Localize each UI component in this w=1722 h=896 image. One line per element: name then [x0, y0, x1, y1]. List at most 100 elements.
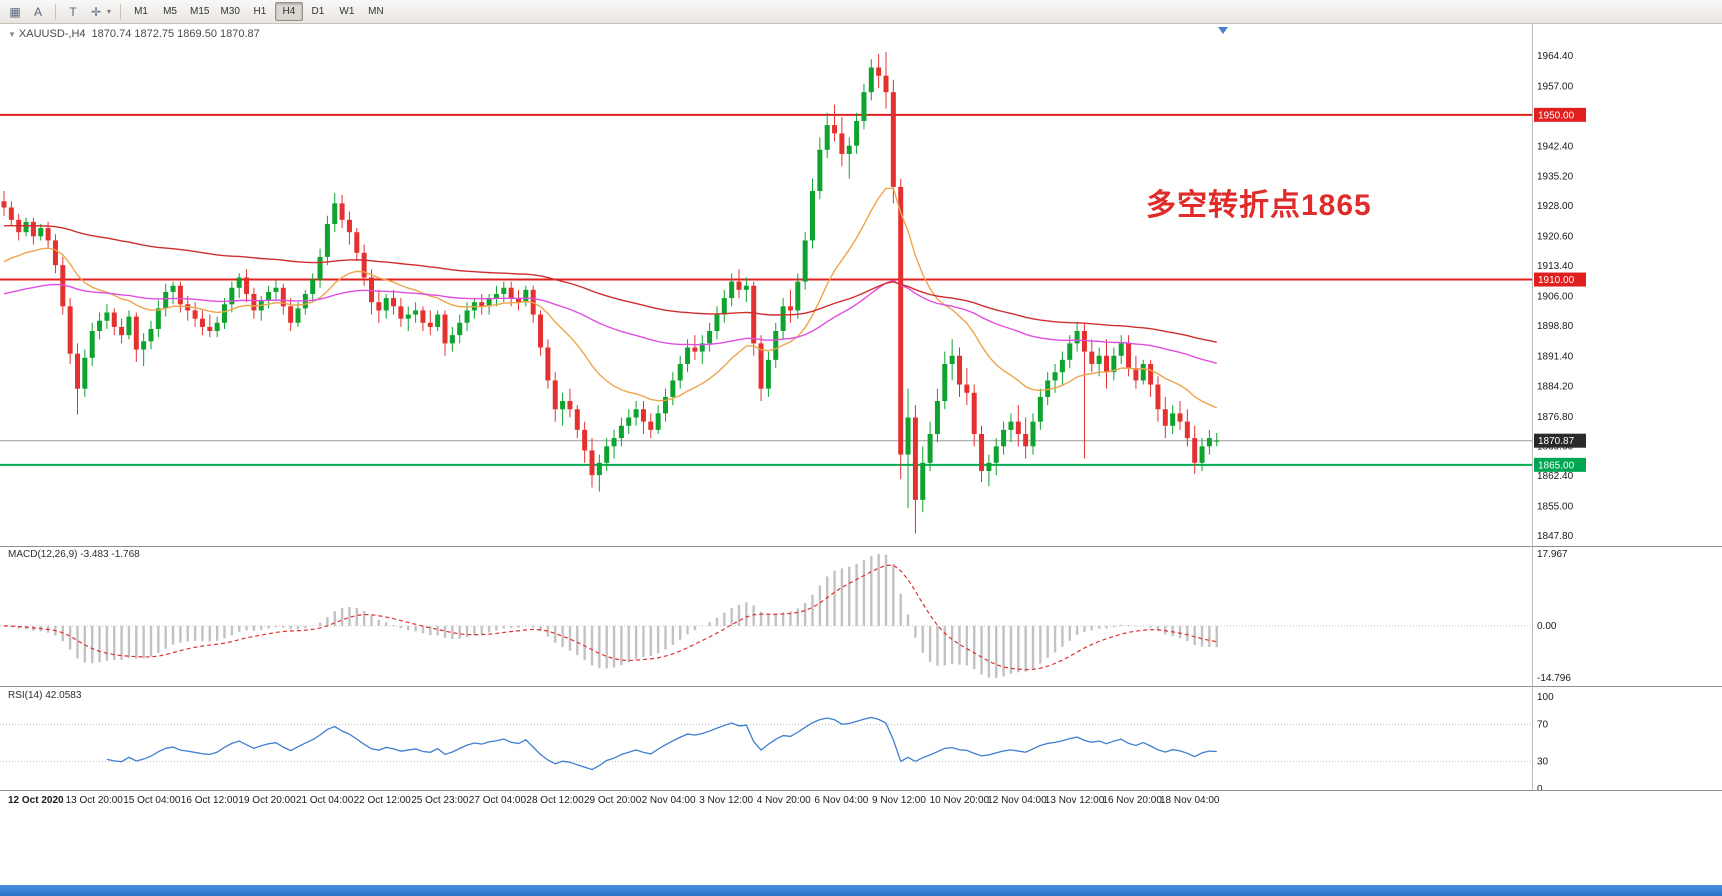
- candle-body: [890, 92, 896, 187]
- candle-body: [1052, 372, 1058, 381]
- rsi-panel[interactable]: 100 70 30 0: [0, 686, 1722, 790]
- crosshair-tool-icon[interactable]: ✛: [90, 4, 102, 19]
- rsi-axis-label: 100: [1537, 692, 1554, 703]
- candle-body: [523, 289, 529, 303]
- candle-body: [214, 322, 220, 332]
- candle-body: [1089, 351, 1095, 364]
- text-tool-icon[interactable]: T: [69, 4, 77, 19]
- candle-body: [1111, 355, 1117, 373]
- candle-body: [97, 320, 103, 332]
- candle-body: [868, 67, 874, 93]
- symbol-period-label: XAUUSD-,H4: [18, 28, 86, 40]
- time-label: 12 Oct 2020: [8, 795, 64, 806]
- candle-body: [317, 256, 323, 280]
- candle-body: [934, 401, 940, 434]
- candle-body: [1206, 438, 1212, 447]
- timeframe-MN[interactable]: MN: [368, 6, 384, 17]
- candle-body: [295, 308, 301, 323]
- candle-body: [765, 359, 771, 389]
- macd-signal-line: [3, 564, 1217, 671]
- candle-body: [1001, 429, 1007, 447]
- candle-body: [538, 314, 544, 348]
- time-axis: 12 Oct 2020 13 Oct 20:00 15 Oct 04:00 16 Oc…: [0, 790, 1722, 813]
- candle-body: [442, 314, 448, 344]
- candle-body: [104, 312, 110, 321]
- timeframe-M5[interactable]: M5: [163, 6, 177, 17]
- timeframe-H1[interactable]: H1: [253, 6, 267, 17]
- candle-body: [449, 335, 455, 344]
- candle-body: [251, 293, 257, 311]
- time-label: 27 Oct 04:00: [468, 795, 527, 806]
- candle-body: [957, 355, 962, 385]
- candle-body: [405, 314, 411, 319]
- collapse-triangle-icon[interactable]: ▼: [8, 30, 16, 39]
- candle-body: [832, 125, 838, 134]
- candle-body: [398, 306, 404, 319]
- candle-body: [361, 252, 367, 278]
- candle-body: [89, 331, 95, 358]
- candle-body: [8, 207, 14, 220]
- time-label: 10 Nov 20:00: [929, 795, 990, 806]
- candle-body: [324, 223, 330, 257]
- cursor-tool-icon[interactable]: A: [33, 4, 42, 19]
- candle-body: [545, 347, 551, 381]
- candle-body: [802, 240, 808, 282]
- ma-slow-red: [3, 224, 1217, 343]
- candle-body: [38, 228, 44, 237]
- candle-body: [1008, 421, 1014, 430]
- candle-body: [846, 145, 852, 154]
- candle-body: [119, 326, 125, 336]
- price-tick: 1862.40: [1537, 471, 1574, 482]
- time-label: 19 Oct 20:00: [238, 795, 296, 806]
- time-label: 6 Nov 04:00: [814, 795, 869, 806]
- candle-body: [942, 363, 948, 402]
- timeframe-M30[interactable]: M30: [220, 6, 240, 17]
- candle-body: [60, 265, 66, 307]
- price-badge: [1534, 272, 1586, 287]
- timeframe-D1[interactable]: D1: [311, 6, 325, 17]
- candle-body: [920, 462, 926, 500]
- macd-panel[interactable]: 17.967 0.00 -14.796: [0, 546, 1722, 686]
- candle-body: [177, 285, 183, 305]
- time-label: 13 Oct 20:00: [65, 795, 123, 806]
- timeframe-M1[interactable]: M1: [134, 6, 148, 17]
- time-label: 21 Oct 04:00: [296, 795, 354, 806]
- candle-body: [273, 287, 279, 292]
- time-label: 25 Oct 23:00: [411, 795, 469, 806]
- timeframe-W1[interactable]: W1: [339, 6, 355, 17]
- candle-body: [589, 450, 595, 476]
- price-badge: [1534, 107, 1586, 122]
- price-badge-text: 1910.00: [1538, 275, 1575, 286]
- candle-body: [861, 92, 867, 122]
- candle-body: [1045, 380, 1051, 397]
- chart-window-icon[interactable]: ▦: [9, 4, 21, 19]
- candle-body: [1170, 413, 1176, 426]
- candles-layer: [1, 51, 1220, 534]
- time-label: 28 Oct 12:00: [526, 795, 584, 806]
- price-chart[interactable]: 1964.40 1957.00 1950.00 1942.40 1935.20 1928.…: [0, 24, 1722, 546]
- candle-body: [912, 417, 918, 500]
- candle-body: [582, 429, 588, 451]
- macd-axis-max: 17.967: [1537, 549, 1568, 560]
- candle-body: [898, 186, 904, 455]
- candle-body: [1015, 421, 1021, 434]
- candle-body: [633, 409, 639, 418]
- candle-body: [618, 425, 624, 439]
- candle-body: [986, 462, 992, 472]
- crosshair-tool-icon-dropdown[interactable]: ▾: [107, 7, 112, 16]
- candle-body: [391, 298, 397, 307]
- candle-body: [141, 341, 147, 350]
- candle-body: [280, 287, 286, 307]
- candle-body: [773, 331, 779, 360]
- candle-body: [354, 232, 360, 253]
- candle-body: [420, 310, 426, 323]
- candle-body: [721, 298, 727, 315]
- candle-body: [670, 380, 676, 397]
- timeframe-H4[interactable]: H4: [274, 2, 303, 21]
- timeframe-M15[interactable]: M15: [190, 6, 210, 17]
- candle-body: [1037, 396, 1043, 422]
- candle-body: [729, 281, 735, 299]
- candle-body: [310, 279, 316, 294]
- candle-body: [508, 287, 514, 299]
- candle-body: [369, 277, 374, 303]
